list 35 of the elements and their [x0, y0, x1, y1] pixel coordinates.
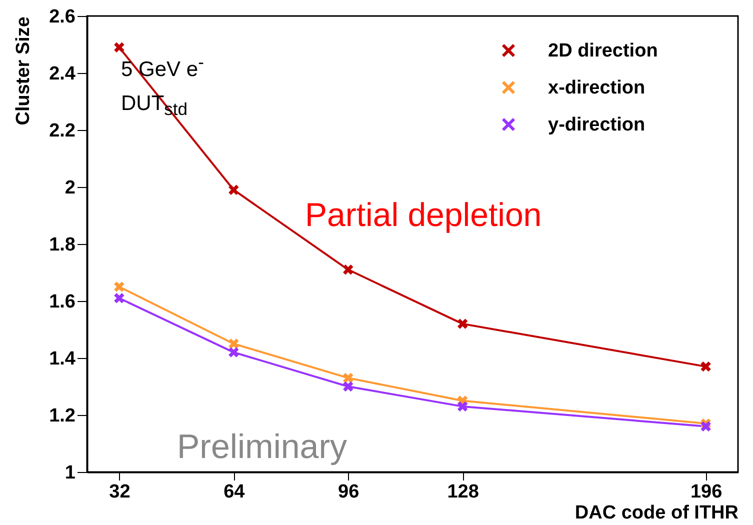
x-tick-label: 96 — [338, 482, 360, 502]
y-tick-label: 2.2 — [49, 120, 76, 142]
legend-label: 2D direction — [548, 40, 658, 62]
y-axis-title: Cluster Size — [13, 16, 34, 126]
point — [342, 264, 354, 276]
point — [700, 360, 712, 372]
point — [342, 372, 354, 384]
legend-label: x-direction — [548, 78, 646, 98]
annotation: 5 GeV e$^{-}$ — [121, 52, 204, 82]
y-tick-label: 1.6 — [49, 292, 76, 312]
point — [456, 318, 468, 330]
y-tick-label: 1.2 — [49, 406, 76, 426]
x-tick-label: 64 — [224, 482, 246, 502]
x-tick-label: 128 — [447, 482, 479, 502]
y-tick-label: 1.4 — [49, 348, 76, 370]
point — [228, 346, 240, 358]
point — [456, 400, 468, 412]
y-tick-label: 2.6 — [49, 6, 76, 28]
x-tick-label: 196 — [690, 482, 722, 502]
point — [700, 420, 712, 432]
point — [342, 380, 354, 392]
point — [114, 42, 125, 53]
annotation: Preliminary — [177, 428, 348, 467]
legend-label: y-direction — [548, 114, 646, 136]
y-tick-label: 2.4 — [49, 64, 76, 84]
point — [228, 338, 240, 350]
annotation: Partial depletion — [305, 196, 542, 234]
point — [114, 281, 125, 292]
point — [114, 292, 125, 304]
y-tick-label: 1.8 — [49, 234, 76, 256]
y-tick-label: 2 — [64, 178, 76, 198]
x-axis-title: DAC code of ITHR — [574, 502, 739, 524]
point — [228, 184, 240, 196]
y-tick-label: 1 — [64, 462, 76, 484]
x-tick-label: 32 — [109, 482, 130, 502]
